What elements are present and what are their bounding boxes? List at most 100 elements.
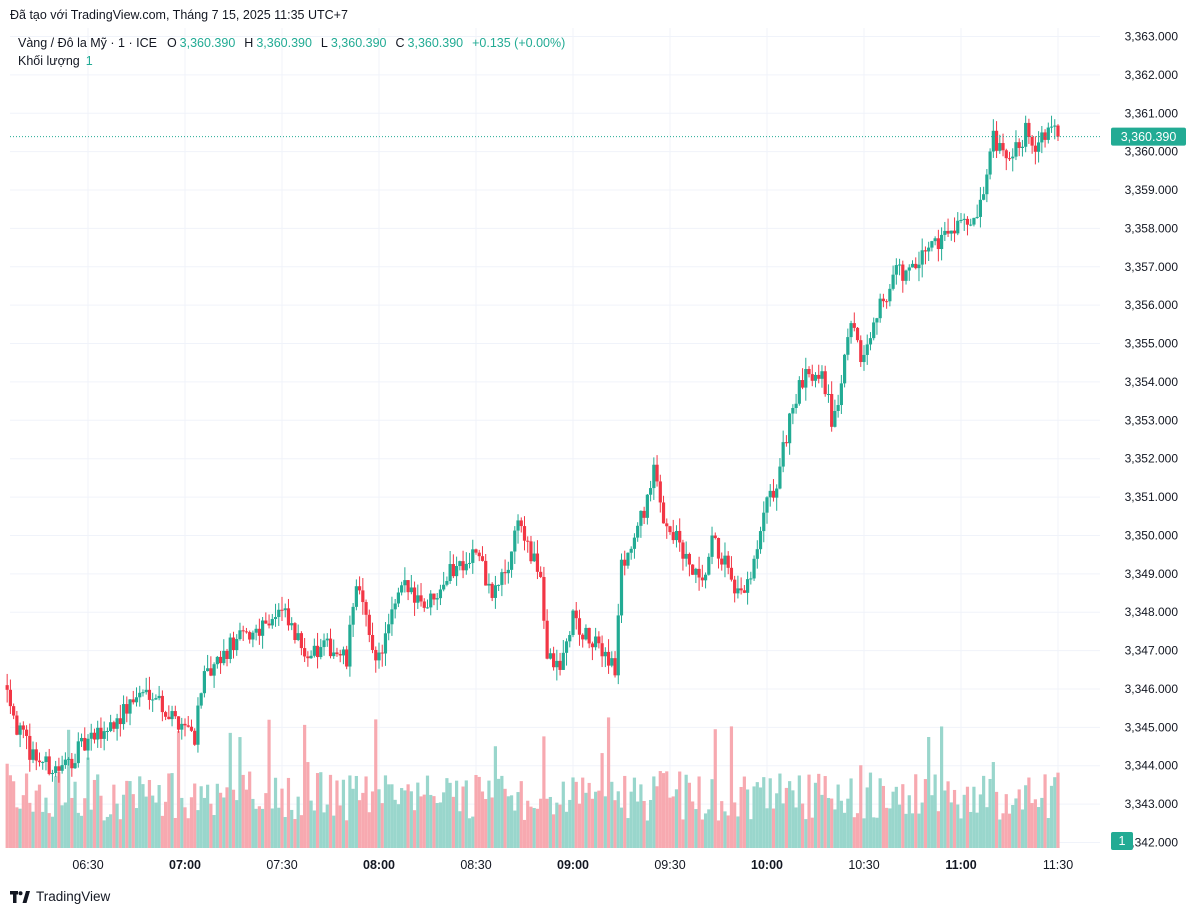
- volume-bar: [600, 753, 604, 848]
- candle-body: [936, 238, 940, 250]
- volume-bar: [157, 785, 161, 848]
- volume-bar: [868, 772, 873, 848]
- x-tick-label: 08:00: [363, 858, 395, 872]
- candle-body: [312, 645, 316, 656]
- candle-body: [215, 656, 219, 665]
- candle-body: [674, 530, 679, 541]
- candle-body: [121, 704, 126, 725]
- candle-body: [739, 588, 743, 591]
- candle-body: [603, 651, 607, 657]
- volume-bar: [632, 777, 637, 848]
- brand-name: TradingView: [36, 889, 111, 904]
- candle-body: [164, 712, 168, 717]
- volume-bar: [112, 784, 116, 848]
- volume-bar: [364, 776, 368, 848]
- volume-tag-bg: [1111, 832, 1133, 850]
- volume-bar: [836, 784, 840, 848]
- volume-bar: [707, 809, 711, 848]
- volume-bar: [151, 795, 155, 848]
- candle-body: [901, 264, 905, 281]
- candle-body: [480, 556, 485, 561]
- candle-body: [1053, 125, 1057, 127]
- candle-body: [703, 574, 708, 581]
- candle-body: [862, 354, 866, 363]
- candle-body: [5, 685, 9, 690]
- candle-body: [8, 689, 12, 707]
- candle-body: [341, 649, 346, 656]
- volume-bar: [303, 724, 307, 848]
- candle-body: [34, 749, 38, 761]
- candle-body: [972, 217, 976, 225]
- volume-bar: [173, 817, 177, 848]
- volume-bar: [290, 809, 294, 848]
- candle-body: [891, 274, 895, 289]
- volume-bar: [322, 812, 326, 848]
- volume-bar: [141, 784, 145, 848]
- candle-body: [952, 230, 957, 234]
- candle-body: [594, 636, 598, 648]
- volume-bar: [597, 790, 601, 848]
- volume-bar: [781, 803, 785, 848]
- open-label: O: [166, 36, 177, 50]
- candle-body: [830, 393, 834, 427]
- candle-body: [332, 652, 336, 657]
- tradingview-logo[interactable]: TradingView: [10, 889, 110, 904]
- volume-bar: [904, 813, 908, 848]
- candle-body: [661, 502, 666, 524]
- volume-bar: [147, 779, 152, 848]
- candle-body: [994, 130, 999, 151]
- volume-bar: [176, 731, 181, 848]
- volume-bar: [377, 789, 381, 848]
- candle-body: [264, 620, 268, 624]
- candle-body: [438, 589, 443, 599]
- candle-body: [872, 322, 876, 339]
- candle-body: [516, 520, 520, 531]
- volume-bar: [1001, 813, 1005, 848]
- volume-bar: [438, 802, 443, 848]
- candle-body: [1017, 142, 1021, 148]
- candle-body: [396, 592, 400, 604]
- x-tick-label: 09:00: [557, 858, 589, 872]
- volume-bar: [571, 777, 575, 848]
- y-tick-label: 3,353.000: [1125, 413, 1179, 427]
- candle-body: [1014, 142, 1018, 157]
- volume-bar: [849, 778, 853, 848]
- volume-bar: [1037, 807, 1041, 848]
- candle-body: [613, 658, 617, 676]
- x-tick-label: 08:30: [460, 858, 491, 872]
- volume-bar: [758, 787, 763, 848]
- candle-body: [833, 410, 837, 427]
- volume-bar: [493, 746, 497, 848]
- volume-bar: [484, 799, 488, 848]
- volume-bar: [160, 815, 164, 848]
- candle-body: [299, 633, 303, 649]
- candle-body: [623, 559, 627, 566]
- volume-bar: [367, 812, 371, 848]
- candle-body: [500, 572, 504, 585]
- volume-bar: [128, 781, 132, 848]
- candle-body: [885, 301, 889, 303]
- volume-bar: [67, 729, 71, 848]
- chart-grid: [10, 28, 1100, 848]
- volume-bar: [503, 788, 507, 848]
- candle-body: [435, 598, 439, 600]
- candle-body: [322, 640, 326, 648]
- volume-bar: [639, 784, 643, 848]
- volume-bar: [306, 762, 310, 848]
- y-tick-label: 3,359.000: [1125, 183, 1179, 197]
- symbol-label[interactable]: Vàng / Đô la Mỹ · 1 · ICE: [18, 36, 157, 50]
- candle-body: [969, 224, 973, 226]
- candle-body: [888, 288, 892, 302]
- candle-body: [377, 652, 381, 661]
- candle-body: [600, 643, 604, 657]
- volume-label[interactable]: Khối lượng: [18, 54, 80, 68]
- y-tick-label: 3,346.000: [1125, 682, 1179, 696]
- volume-bar: [985, 807, 989, 848]
- volume-bar: [44, 797, 48, 848]
- candle-body: [28, 735, 32, 760]
- candle-body: [383, 633, 388, 654]
- candle-body: [154, 698, 158, 700]
- y-tick-label: 3,352.000: [1125, 452, 1179, 466]
- volume-bar: [649, 799, 653, 848]
